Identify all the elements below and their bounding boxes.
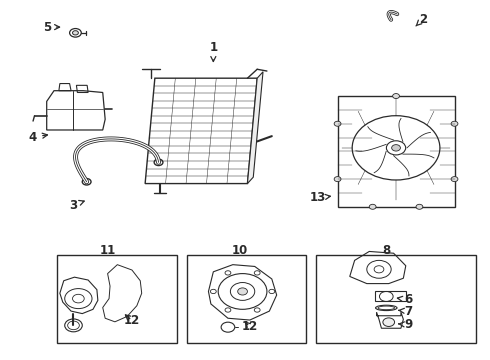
Bar (316, 255, 476, 342)
Circle shape (334, 121, 341, 126)
Circle shape (451, 177, 458, 181)
Circle shape (392, 94, 399, 99)
Bar (57, 255, 177, 342)
Circle shape (383, 318, 394, 327)
Text: 12: 12 (124, 314, 140, 327)
Text: 2: 2 (416, 13, 427, 26)
Text: 12: 12 (242, 320, 258, 333)
Text: 4: 4 (29, 131, 48, 144)
Circle shape (416, 204, 423, 209)
Circle shape (369, 204, 376, 209)
Text: 10: 10 (232, 244, 248, 257)
Text: 11: 11 (99, 244, 116, 257)
Text: 1: 1 (209, 41, 218, 62)
Circle shape (451, 121, 458, 126)
Circle shape (238, 288, 247, 295)
Text: 3: 3 (70, 198, 84, 212)
Circle shape (334, 177, 341, 181)
Text: 9: 9 (398, 318, 413, 331)
Text: 7: 7 (398, 305, 412, 318)
Circle shape (73, 31, 78, 35)
Text: 13: 13 (310, 192, 330, 204)
Polygon shape (247, 72, 263, 184)
Bar (187, 255, 306, 342)
Text: 8: 8 (382, 244, 391, 257)
Text: 6: 6 (397, 293, 413, 306)
Bar (338, 96, 455, 207)
Text: 5: 5 (43, 21, 60, 33)
Circle shape (392, 145, 400, 151)
